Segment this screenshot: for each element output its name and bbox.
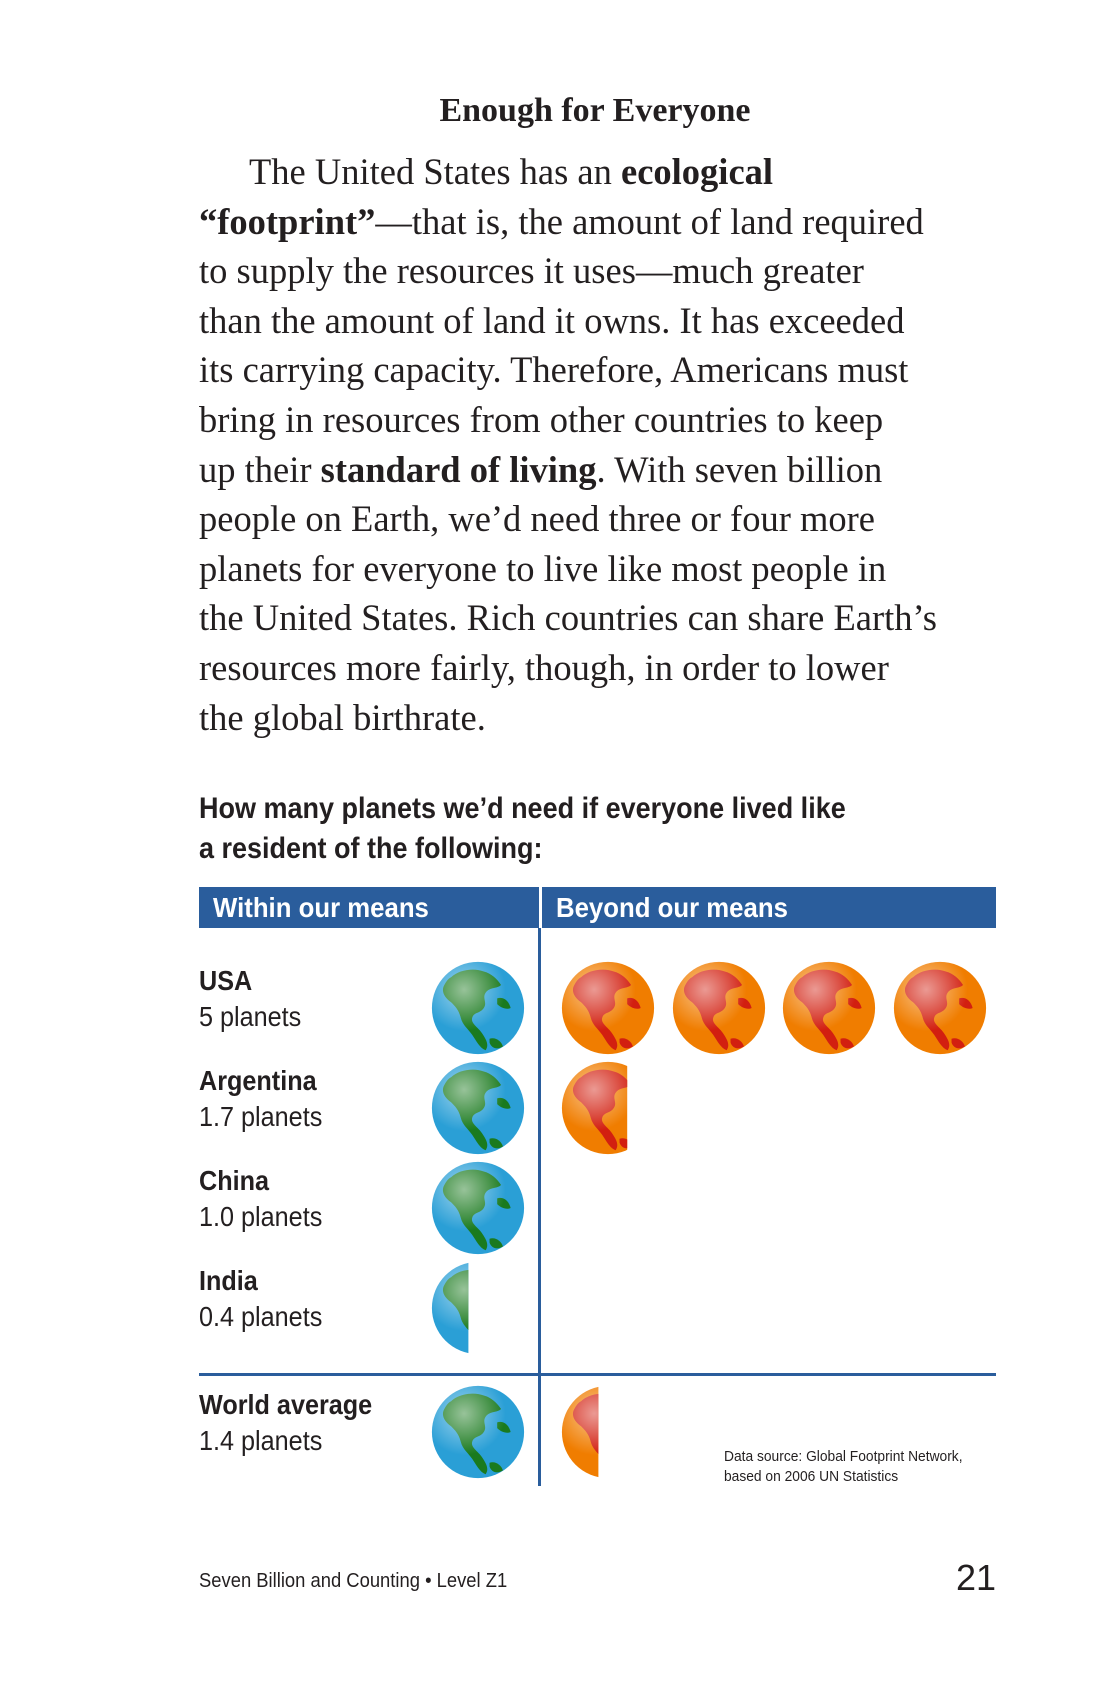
planet-count: 1.4 planets	[199, 1425, 323, 1456]
country-name: Argentina	[199, 1065, 317, 1096]
paragraph-line: The United States has an ecological	[199, 147, 1004, 197]
planet-count: 1.0 planets	[199, 1201, 323, 1232]
row-label-world-average: World average 1.4 planets	[199, 1387, 372, 1459]
text-run: resources more fairly, though, in order …	[199, 646, 889, 688]
text-run: The United States has an	[249, 151, 622, 192]
extra-planet-icon	[561, 961, 655, 1055]
extra-planet-icon	[893, 961, 987, 1055]
header-beyond-label: Beyond our means	[556, 892, 788, 923]
book-footer: Seven Billion and Counting • Level Z1	[199, 1570, 508, 1592]
earth-globe-icon	[431, 1262, 469, 1354]
page-number: 21	[955, 1557, 996, 1598]
row-label-usa: USA 5 planets	[199, 963, 301, 1035]
extra-planet-icon	[561, 1061, 628, 1155]
paragraph-line: the global birthrate.	[199, 693, 1004, 743]
country-name: India	[199, 1265, 258, 1296]
section-heading: Enough for Everyone	[439, 92, 751, 129]
chart-caption-line: How many planets we’d need if everyone l…	[199, 792, 846, 825]
row-label-argentina: Argentina 1.7 planets	[199, 1063, 322, 1135]
data-source-line: based on 2006 UN Statistics	[724, 1468, 899, 1485]
planet-count: 0.4 planets	[199, 1301, 323, 1332]
extra-planet-icon	[782, 961, 876, 1055]
text-run: bring in resources from other countries …	[199, 398, 884, 440]
header-beyond-our-means: Beyond our means	[542, 887, 996, 928]
world-average-divider	[199, 1373, 996, 1376]
paragraph-line: resources more fairly, though, in order …	[199, 643, 1004, 693]
text-run: —that is, the amount of land required	[375, 200, 924, 242]
text-run: people on Earth, we’d need three or four…	[199, 498, 875, 540]
paragraph-line: to supply the resources it uses—much gre…	[199, 246, 1004, 296]
text-run: to supply the resources it uses—much gre…	[199, 250, 864, 292]
planet-count: 5 planets	[199, 1001, 302, 1032]
header-within-label: Within our means	[213, 892, 429, 923]
body-paragraph: The United States has an ecological “foot…	[199, 147, 1004, 742]
text-run: planets for everyone to live like most p…	[199, 547, 887, 589]
chart-caption-line: a resident of the following:	[199, 832, 543, 865]
extra-planet-icon	[561, 1386, 599, 1478]
text-run: the United States. Rich countries can sh…	[199, 597, 937, 639]
key-term: standard of living	[320, 448, 597, 490]
text-run: its carrying capacity. Therefore, Americ…	[199, 349, 909, 391]
earth-globe-icon	[431, 1161, 525, 1255]
header-within-our-means: Within our means	[199, 887, 539, 928]
text-run: than the amount of land it owns. It has …	[199, 299, 905, 341]
paragraph-line: its carrying capacity. Therefore, Americ…	[199, 345, 1004, 395]
paragraph-line: “footprint”—that is, the amount of land …	[199, 197, 1004, 247]
earth-globe-icon	[431, 1385, 525, 1479]
country-name: USA	[199, 965, 253, 996]
earth-globe-icon	[431, 1061, 525, 1155]
country-name: China	[199, 1165, 270, 1196]
paragraph-line: planets for everyone to live like most p…	[199, 544, 1004, 594]
paragraph-line: bring in resources from other countries …	[199, 395, 1004, 445]
paragraph-line: than the amount of land it owns. It has …	[199, 296, 1004, 346]
key-term: “footprint”	[199, 200, 376, 242]
text-run: the global birthrate.	[199, 696, 486, 738]
country-name: World average	[199, 1389, 373, 1420]
key-term: ecological	[621, 151, 774, 192]
paragraph-line: the United States. Rich countries can sh…	[199, 593, 1004, 643]
column-divider	[538, 928, 541, 1486]
paragraph-line: up their standard of living. With seven …	[199, 445, 1004, 495]
text-run: up their	[199, 448, 321, 490]
data-source-line: Data source: Global Footprint Network,	[724, 1448, 963, 1465]
planet-count: 1.7 planets	[199, 1101, 323, 1132]
paragraph-line: people on Earth, we’d need three or four…	[199, 494, 1004, 544]
extra-planet-icon	[672, 961, 766, 1055]
earth-globe-icon	[431, 961, 525, 1055]
row-label-india: India 0.4 planets	[199, 1263, 322, 1335]
row-label-china: China 1.0 planets	[199, 1163, 322, 1235]
chart-caption: How many planets we’d need if everyone l…	[199, 789, 937, 869]
text-run: . With seven billion	[596, 448, 883, 490]
data-source-note: Data source: Global Footprint Network, b…	[724, 1447, 963, 1487]
